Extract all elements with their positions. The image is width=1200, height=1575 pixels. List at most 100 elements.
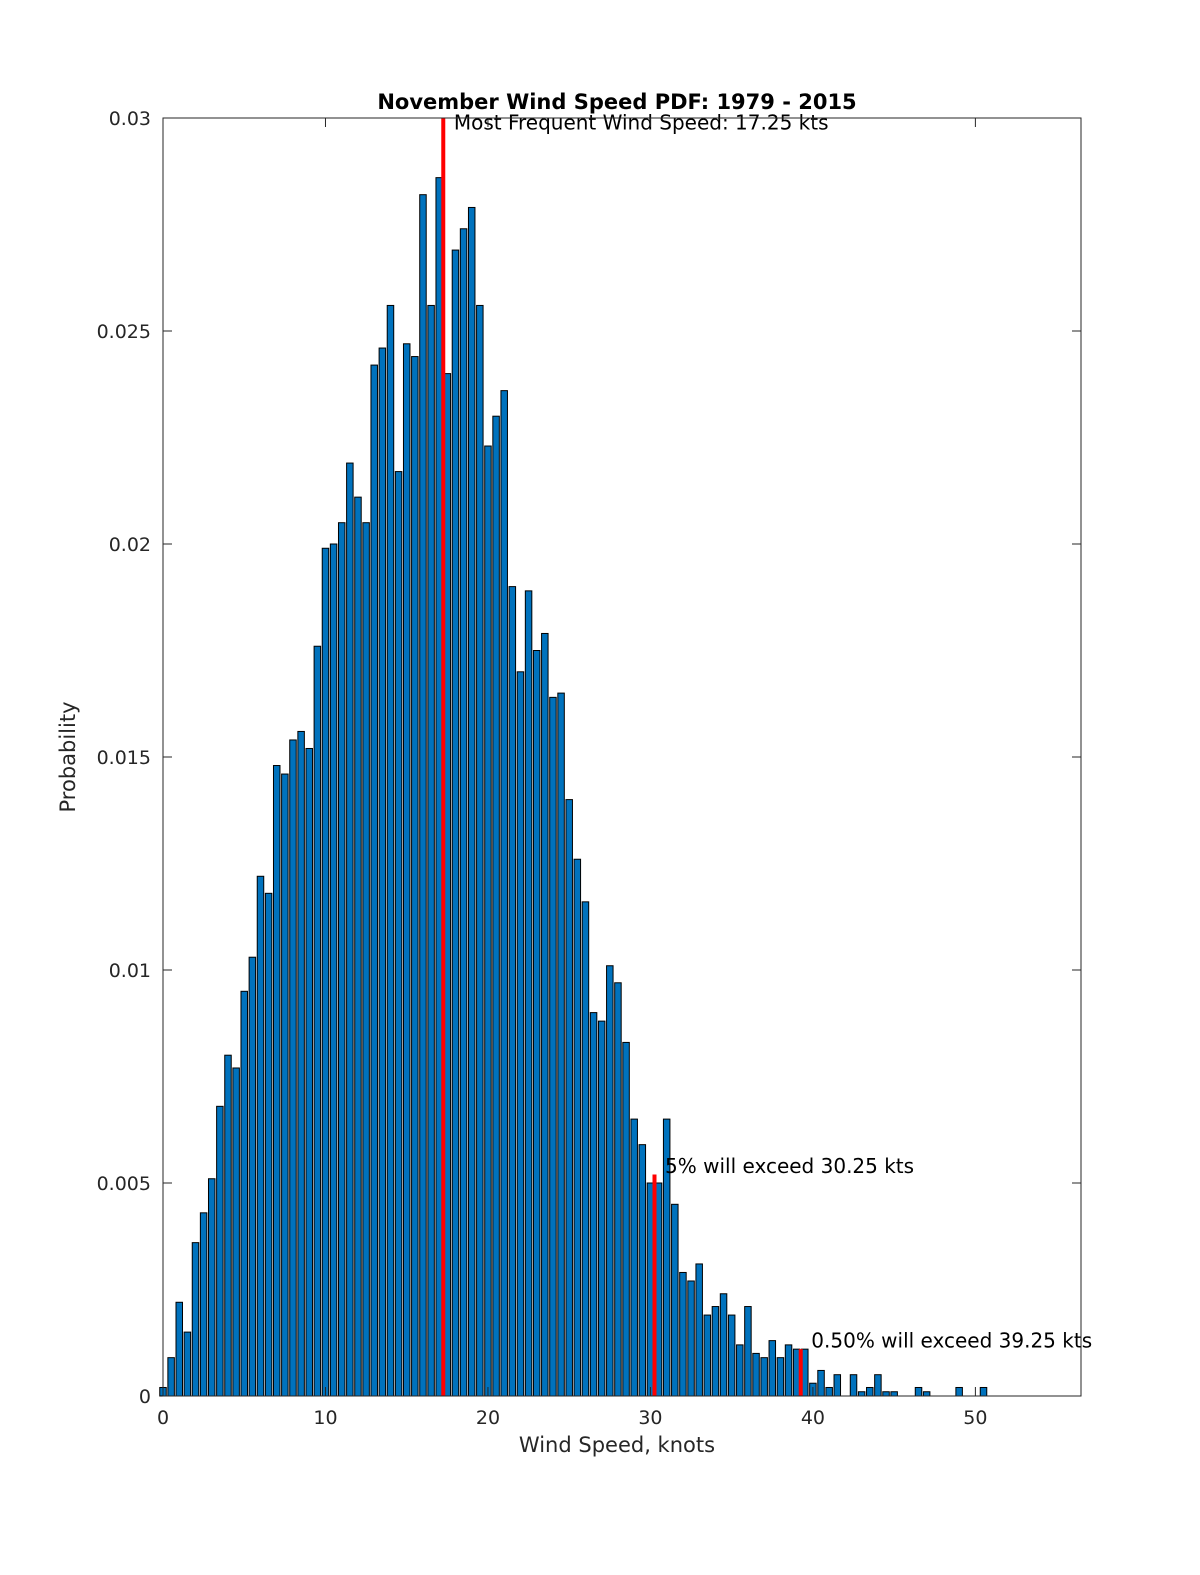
x-tick-label: 10 — [313, 1407, 337, 1429]
x-tick-label: 20 — [476, 1407, 500, 1429]
histogram-bar — [549, 696, 557, 1397]
histogram-bar — [354, 496, 362, 1397]
histogram-bar — [500, 390, 508, 1397]
histogram-bar — [630, 1118, 638, 1397]
histogram-bar — [736, 1344, 744, 1397]
histogram-bar — [264, 892, 273, 1397]
histogram-bar — [638, 1144, 647, 1397]
histogram-bar — [581, 901, 590, 1397]
histogram-bar — [297, 730, 305, 1397]
histogram-bar — [305, 747, 313, 1397]
histogram-bar — [606, 965, 614, 1397]
histogram-bar — [849, 1374, 858, 1397]
histogram-bar — [321, 547, 330, 1397]
histogram-bar — [516, 671, 525, 1397]
histogram-bar — [272, 765, 281, 1397]
histogram-bar — [459, 228, 468, 1397]
x-tick-label: 40 — [801, 1407, 825, 1429]
histogram-bar — [313, 645, 322, 1397]
histogram-bar — [589, 1012, 598, 1397]
histogram-bar — [532, 650, 541, 1397]
histogram-bar — [768, 1340, 777, 1397]
y-tick-label: 0.025 — [97, 321, 151, 343]
x-tick-label: 50 — [963, 1407, 987, 1429]
histogram-bar — [402, 343, 411, 1397]
y-tick-label: 0.005 — [97, 1173, 151, 1195]
histogram-bar — [362, 522, 370, 1397]
histogram-bar — [337, 522, 346, 1397]
histogram-bar — [614, 982, 622, 1397]
histogram-bar — [882, 1391, 890, 1397]
histogram-bar — [857, 1391, 866, 1397]
histogram-bar — [760, 1357, 768, 1397]
histogram-bar — [565, 799, 573, 1397]
histogram-bar — [557, 692, 565, 1397]
histogram-bar — [687, 1280, 695, 1397]
histogram-bar — [711, 1306, 720, 1397]
histogram-bar — [191, 1242, 200, 1397]
histogram-bar — [419, 194, 427, 1397]
histogram-bar — [232, 1067, 240, 1397]
histogram-bar — [719, 1293, 728, 1397]
histogram-bar — [671, 1203, 679, 1397]
histogram-bar — [703, 1314, 712, 1397]
histogram-bar — [492, 415, 500, 1397]
marker-annotation: 5% will exceed 30.25 kts — [665, 1154, 914, 1178]
bars-group — [159, 177, 988, 1397]
ticks-group: 0 10 20 30 40 50 0 0.005 0.01 0.015 0.02 0.025 0.03 — [97, 108, 1081, 1429]
histogram-bar — [476, 304, 484, 1397]
y-tick-label: 0.015 — [97, 747, 151, 769]
histogram-bar — [199, 1212, 208, 1397]
histogram-bar — [744, 1306, 752, 1397]
histogram-bar — [467, 206, 476, 1397]
histogram-bar — [979, 1386, 988, 1397]
x-tick-label: 0 — [157, 1407, 169, 1429]
histogram-bar — [175, 1301, 183, 1397]
marker-annotation: 0.50% will exceed 39.25 kts — [811, 1329, 1092, 1353]
marker-annotation: Most Frequent Wind Speed: 17.25 kts — [454, 110, 829, 134]
histogram-bar — [866, 1386, 874, 1397]
histogram-bar — [524, 590, 533, 1397]
histogram-bar — [346, 462, 354, 1397]
histogram-bar — [784, 1344, 793, 1397]
histogram-bar — [695, 1263, 703, 1397]
histogram-bar — [386, 304, 395, 1397]
histogram-bar — [622, 1041, 630, 1397]
histogram-bar — [224, 1054, 232, 1397]
histogram-bar — [597, 1020, 606, 1397]
histogram-bar — [256, 875, 265, 1397]
histogram-bar — [817, 1369, 825, 1397]
histogram-bar — [752, 1352, 760, 1397]
histogram-bar — [508, 586, 517, 1397]
histogram-bar — [727, 1314, 736, 1397]
chart-title: November Wind Speed PDF: 1979 - 2015 — [377, 90, 856, 114]
histogram-bar — [776, 1357, 785, 1397]
histogram-bar — [240, 990, 248, 1397]
markers-group: Most Frequent Wind Speed: 17.25 kts 5% wi… — [441, 110, 1092, 1396]
y-tick-label: 0.02 — [109, 534, 151, 556]
histogram-bar — [451, 249, 460, 1397]
y-tick-label: 0 — [139, 1386, 151, 1408]
histogram-bar — [890, 1391, 898, 1397]
histogram-bar — [484, 445, 492, 1397]
histogram-bar — [427, 304, 435, 1397]
x-tick-label: 30 — [638, 1407, 662, 1429]
histogram-bar — [541, 632, 549, 1397]
histogram-bar — [825, 1386, 833, 1397]
histogram-bar — [248, 956, 257, 1397]
histogram-bar — [914, 1386, 923, 1397]
histogram-bar — [394, 471, 403, 1397]
histogram-bar — [833, 1374, 842, 1397]
histogram-bar — [573, 858, 582, 1397]
histogram-bar — [167, 1357, 175, 1397]
histogram-bar — [411, 356, 419, 1397]
histogram-bar — [378, 347, 387, 1397]
histogram-bar — [874, 1374, 882, 1397]
histogram-bar — [289, 739, 297, 1397]
histogram-bar — [922, 1391, 931, 1397]
y-axis-label: Probability — [56, 701, 80, 812]
x-axis-label: Wind Speed, knots — [519, 1433, 715, 1457]
histogram-bar — [955, 1386, 963, 1397]
histogram-bar — [370, 364, 378, 1397]
